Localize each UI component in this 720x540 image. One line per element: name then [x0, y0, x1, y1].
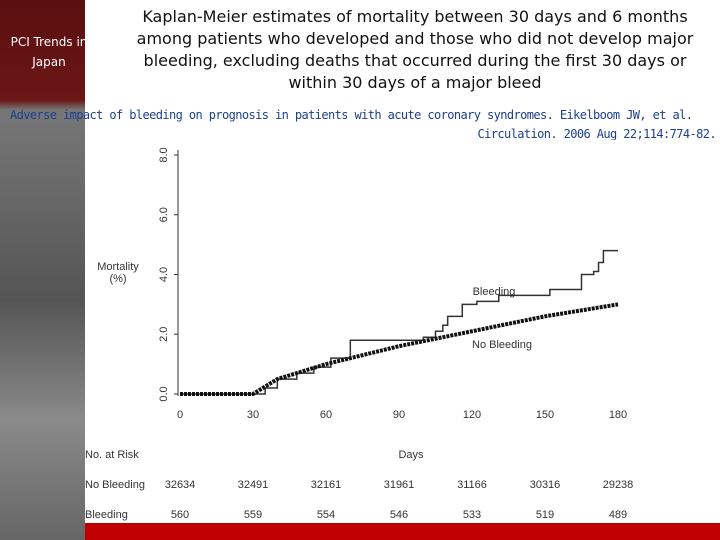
x-tick-label: 180	[609, 409, 627, 421]
risk-value: 559	[244, 509, 262, 521]
x-tick-label: 0	[177, 409, 183, 421]
risk-value: 31166	[457, 479, 487, 491]
series-line	[180, 249, 618, 395]
x-tick-label: 90	[393, 409, 405, 421]
risk-value: 533	[463, 509, 481, 521]
risk-value: 554	[317, 509, 335, 521]
series-label: No Bleeding	[472, 339, 532, 351]
x-tick-label: 30	[247, 409, 259, 421]
risk-table-title: No. at Risk	[85, 449, 139, 461]
risk-value: 30316	[530, 479, 561, 491]
risk-value: 32161	[311, 479, 342, 491]
risk-value: 560	[171, 509, 189, 521]
risk-value: 31961	[384, 479, 415, 491]
risk-value: 519	[536, 509, 554, 521]
risk-row-name: No Bleeding	[85, 479, 145, 491]
series-label: Bleeding	[473, 286, 516, 298]
footer-bar	[85, 523, 720, 540]
x-tick-label: 120	[463, 409, 481, 421]
slide-title: Kaplan-Meier estimates of mortality betw…	[136, 7, 694, 92]
y-tick-label: 8.0	[158, 147, 170, 162]
risk-value: 489	[609, 509, 627, 521]
y-tick-label: 2.0	[158, 327, 170, 342]
risk-row-name: Bleeding	[85, 509, 128, 521]
citation: Adverse impact of bleeding on prognosis …	[10, 108, 717, 141]
sidebar	[0, 0, 85, 540]
y-tick-label: 4.0	[158, 267, 170, 282]
risk-value: 32491	[238, 479, 269, 491]
series-line	[180, 302, 619, 396]
plot-background	[85, 140, 720, 523]
y-tick-label: 6.0	[158, 207, 170, 222]
y-tick-label: 0.0	[158, 386, 170, 401]
risk-value: 546	[390, 509, 408, 521]
x-tick-label: 150	[536, 409, 554, 421]
chart: 0.0 2.0 4.0 6.0 8.0 0 30 60 90 120 150 180 Mortality…	[85, 140, 720, 523]
x-tick-label: 60	[320, 409, 332, 421]
y-axis-label: Mortality (%)	[97, 261, 139, 285]
badge: PCI Trends in Japan	[10, 35, 88, 69]
risk-value: 29238	[603, 479, 634, 491]
x-axis-label: Days	[398, 449, 424, 461]
risk-value: 32634	[165, 479, 196, 491]
